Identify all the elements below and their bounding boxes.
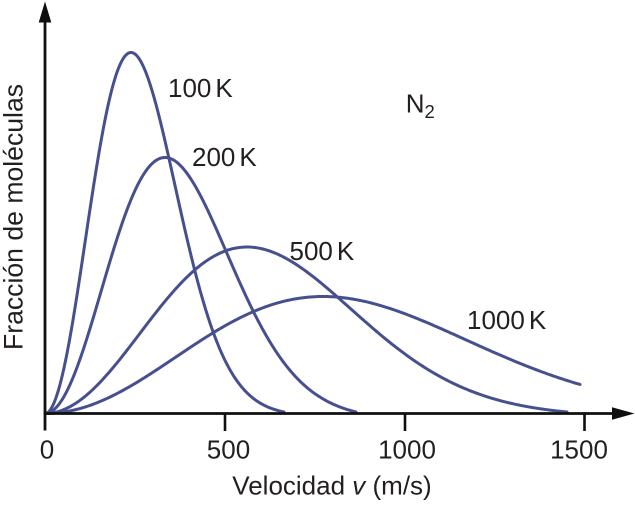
svg-text:1500: 1500 <box>550 435 608 465</box>
svg-text:1000: 1000 <box>378 435 436 465</box>
svg-text:200 K: 200 K <box>192 142 257 172</box>
svg-text:100 K: 100 K <box>168 73 233 103</box>
svg-text:500 K: 500 K <box>290 236 355 266</box>
svg-text:Fracción de moléculas: Fracción de moléculas <box>0 84 29 350</box>
svg-text:0: 0 <box>40 435 54 465</box>
svg-text:500: 500 <box>207 435 250 465</box>
svg-text:1000 K: 1000 K <box>467 305 547 335</box>
svg-text:Velocidad v (m/s): Velocidad v (m/s) <box>232 471 431 501</box>
